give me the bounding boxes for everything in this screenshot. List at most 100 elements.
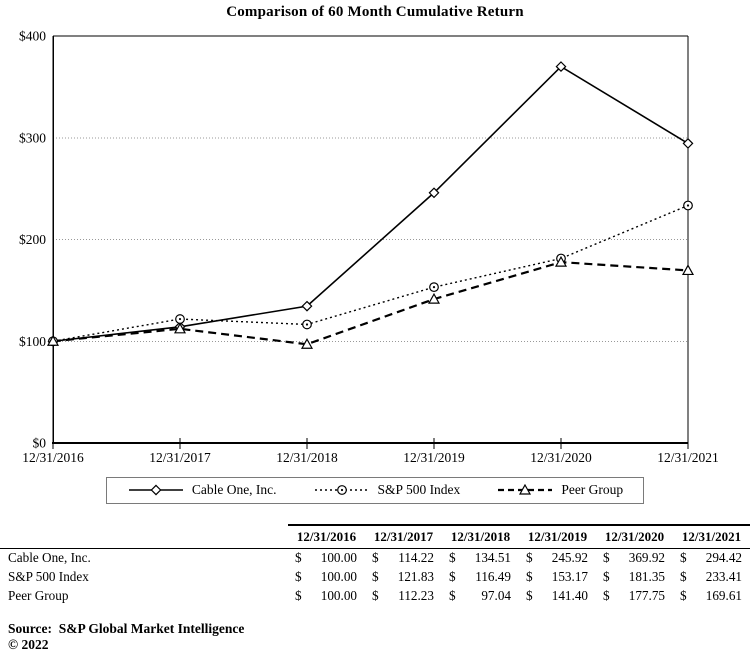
- legend-sample-triangle-icon: [498, 484, 553, 495]
- row-label: S&P 500 Index: [8, 569, 89, 584]
- cell-value: 153.17: [551, 569, 588, 584]
- cell-value: 112.23: [398, 588, 434, 603]
- x-axis-label: 12/31/2021: [657, 450, 719, 465]
- currency-symbol: $: [295, 569, 302, 584]
- table-cell: $233.41: [673, 568, 750, 587]
- cell-value: 100.00: [320, 550, 357, 565]
- series-line-peer-group: [52, 261, 689, 346]
- marker-triangle: [554, 255, 568, 267]
- table-cell: $100.00: [288, 568, 365, 587]
- y-axis-label: $100: [19, 334, 46, 349]
- legend-item-cable-one-inc: Cable One, Inc.: [127, 482, 277, 498]
- cell-value: 169.61: [705, 588, 742, 603]
- currency-symbol: $: [372, 550, 379, 565]
- marker-diamond: [555, 61, 567, 73]
- marker-triangle: [173, 322, 187, 334]
- table-column-header: 12/31/2019: [519, 524, 596, 548]
- marker-diamond: [301, 300, 313, 312]
- currency-symbol: $: [603, 588, 610, 603]
- marker-diamond: [428, 187, 440, 199]
- marker-diamond: [150, 484, 162, 496]
- currency-symbol: $: [372, 569, 379, 584]
- table-column-header: 12/31/2020: [596, 524, 673, 548]
- table-row-s-p-500-index: S&P 500 Index $100.00 $121.83 $116.49 $153.1…: [0, 568, 750, 587]
- table-cell: $134.51: [442, 549, 519, 568]
- y-axis-label: $0: [33, 436, 47, 451]
- table-cell: $294.42: [673, 549, 750, 568]
- currency-symbol: $: [526, 569, 533, 584]
- currency-symbol: $: [295, 588, 302, 603]
- cell-value: 114.22: [398, 550, 434, 565]
- marker-triangle: [300, 338, 314, 349]
- cell-value: 100.00: [320, 569, 357, 584]
- table-column-header: 12/31/2016: [288, 524, 365, 548]
- table-column-header: 12/31/2017: [365, 524, 442, 548]
- table-cell: $177.75: [596, 587, 673, 606]
- y-axis-label: $400: [19, 29, 46, 44]
- table-cell: $245.92: [519, 549, 596, 568]
- x-axis-label: 12/31/2017: [149, 450, 211, 465]
- table-cell: $169.61: [673, 587, 750, 606]
- marker-diamond: [682, 137, 694, 149]
- marker-circle-dot: [178, 317, 182, 321]
- copyright-text: © 2022: [8, 637, 49, 653]
- table-column-header: 12/31/2018: [442, 524, 519, 548]
- cell-value: 294.42: [705, 550, 742, 565]
- table-cell: $116.49: [442, 568, 519, 587]
- table-cell: $112.23: [365, 587, 442, 606]
- row-label: Peer Group: [8, 588, 69, 603]
- table-row-peer-group: Peer Group $100.00 $112.23 $97.04 $141.40 $17…: [0, 587, 750, 606]
- currency-symbol: $: [526, 588, 533, 603]
- marker-circle-dot: [686, 204, 690, 207]
- cell-value: 369.92: [628, 550, 665, 565]
- performance-table: 12/31/2016 12/31/2017 12/31/2018 12/31/2019…: [0, 524, 750, 606]
- currency-symbol: $: [680, 569, 687, 584]
- table-cell: $100.00: [288, 587, 365, 606]
- marker-circle-dot: [432, 286, 436, 289]
- x-axis-label: 12/31/2020: [530, 450, 592, 465]
- legend-sample-diamond-icon: [128, 484, 183, 496]
- table-header-blank: [0, 524, 288, 548]
- cell-value: 97.04: [481, 588, 511, 603]
- row-label: Cable One, Inc.: [8, 550, 91, 565]
- source-text: Source: S&P Global Market Intelligence: [8, 621, 245, 636]
- currency-symbol: $: [603, 569, 610, 584]
- table-cell: $153.17: [519, 568, 596, 587]
- y-axis-label: $200: [19, 232, 46, 247]
- table-header-row: 12/31/2016 12/31/2017 12/31/2018 12/31/2019…: [0, 524, 750, 549]
- cell-value: 116.49: [475, 569, 511, 584]
- footer: Source: S&P Global Market Intelligence ©…: [8, 621, 244, 654]
- currency-symbol: $: [449, 569, 456, 584]
- x-axis-label: 12/31/2019: [403, 450, 465, 465]
- y-axis-label: $300: [19, 130, 46, 145]
- marker-triangle: [681, 264, 695, 276]
- currency-symbol: $: [449, 550, 456, 565]
- marker-circle-dot: [305, 323, 309, 326]
- chart-title: Comparison of 60 Month Cumulative Return: [226, 4, 524, 20]
- currency-symbol: $: [680, 550, 687, 565]
- table-cell: $141.40: [519, 587, 596, 606]
- chart-legend: Cable One, Inc. S&P 500 Index Peer Group: [105, 477, 645, 504]
- table-cell: $97.04: [442, 587, 519, 606]
- cell-value: 233.41: [705, 569, 742, 584]
- series-line-s-p-500-index: [52, 204, 689, 342]
- cell-value: 121.83: [397, 569, 434, 584]
- currency-symbol: $: [526, 550, 533, 565]
- legend-label: Peer Group: [561, 482, 624, 497]
- table-cell: $181.35: [596, 568, 673, 587]
- cumulative-return-chart: $0 $100 $200 $300 $400 12/31/2016 12/31/2017 12…: [19, 29, 719, 466]
- currency-symbol: $: [603, 550, 610, 565]
- legend-wrap: Cable One, Inc. S&P 500 Index Peer Group: [0, 477, 750, 504]
- marker-triangle: [519, 484, 532, 495]
- marker-triangle: [46, 335, 60, 346]
- table-cell: $121.83: [365, 568, 442, 587]
- cell-value: 177.75: [628, 588, 665, 603]
- currency-symbol: $: [372, 588, 379, 603]
- currency-symbol: $: [680, 588, 687, 603]
- legend-item-s-p-500-index: S&P 500 Index: [313, 482, 461, 498]
- cell-value: 245.92: [551, 550, 588, 565]
- cell-value: 100.00: [320, 588, 357, 603]
- legend-label: S&P 500 Index: [377, 482, 461, 497]
- cell-value: 181.35: [628, 569, 665, 584]
